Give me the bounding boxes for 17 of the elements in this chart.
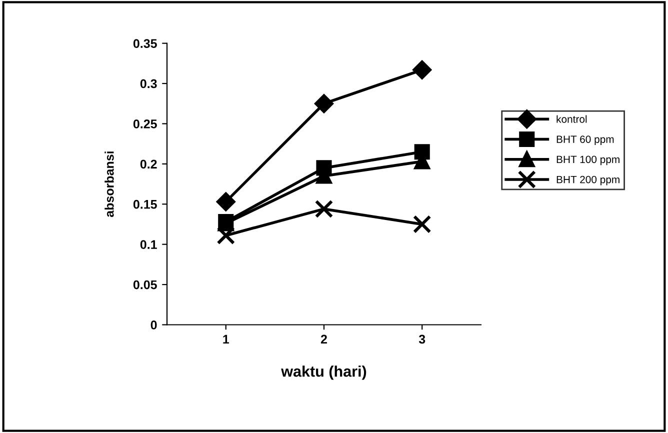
- y-tick-label: 0.1: [140, 240, 157, 249]
- legend-label: BHT 200 ppm: [556, 176, 620, 186]
- y-tick-label: 0.35: [133, 39, 157, 48]
- y-tick-label: 0.05: [133, 280, 157, 290]
- x-axis-title: waktu (hari): [281, 366, 366, 380]
- legend-label: BHT 100 ppm: [556, 156, 620, 166]
- x-tick-label: 3: [418, 334, 426, 344]
- y-tick-label: 0.25: [133, 120, 157, 128]
- y-tick-label: 0.15: [133, 200, 157, 209]
- legend-label: kontrol: [556, 115, 587, 123]
- x-tick-label: 1: [223, 334, 229, 344]
- y-tick-label: 0.3: [140, 79, 157, 88]
- y-tick-label: 0: [150, 320, 157, 330]
- y-tick-label: 0.2: [140, 160, 157, 169]
- x-tick-label: 2: [320, 334, 327, 344]
- legend-label: BHT 60 ppm: [556, 136, 614, 146]
- y-axis-title: absorbansi: [104, 152, 114, 217]
